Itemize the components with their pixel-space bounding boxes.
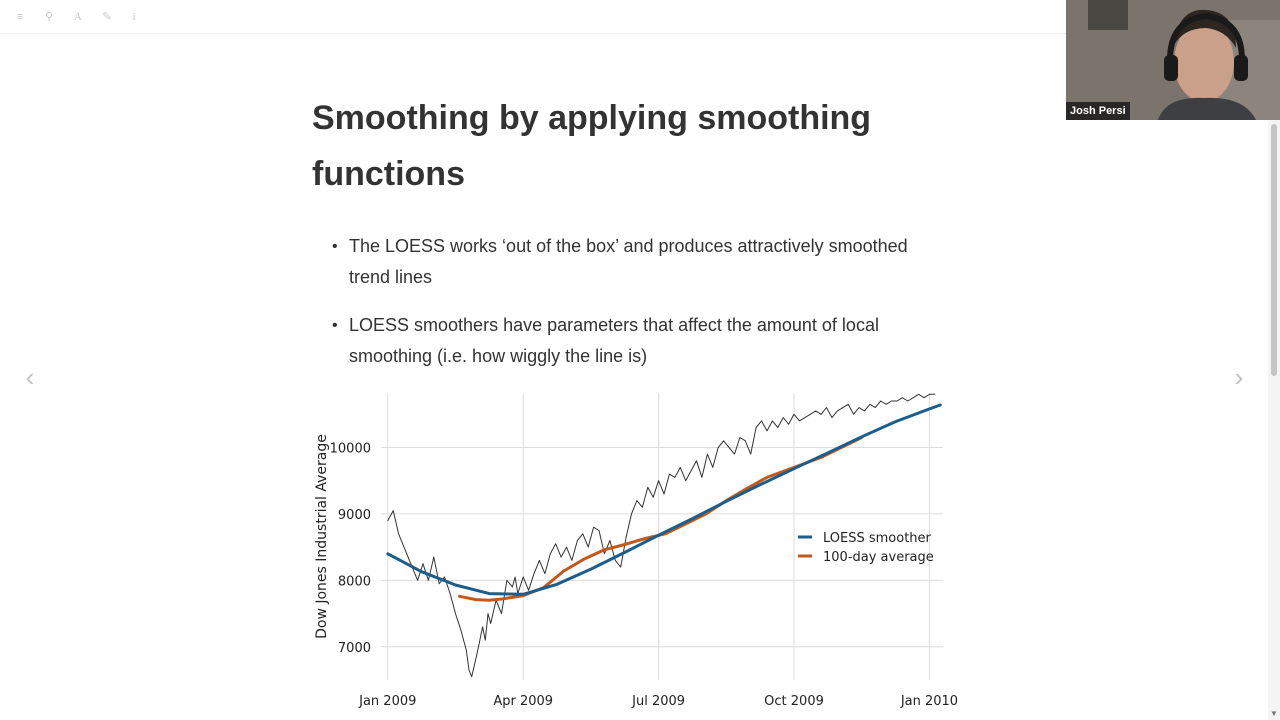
x-tick-label: Oct 2009 xyxy=(764,694,824,709)
legend-label: 100-day average xyxy=(823,550,934,565)
edit-icon[interactable]: ✎ xyxy=(102,11,112,23)
x-tick-label: Jan 2009 xyxy=(358,694,416,709)
participant-name: Josh Persi xyxy=(1066,102,1130,120)
loess-smoother-line xyxy=(386,403,942,596)
scroll-thumb[interactable] xyxy=(1271,124,1277,376)
bullet-list: The LOESS works ‘out of the box’ and pro… xyxy=(330,231,950,389)
info-icon[interactable]: i xyxy=(132,11,136,23)
x-tick-label: Jul 2009 xyxy=(631,694,685,709)
prev-slide-button[interactable]: ‹ xyxy=(25,362,35,392)
slide-toolbar: ≡ ⚲ A ✎ i xyxy=(0,0,1066,34)
y-tick-label: 8000 xyxy=(338,574,371,589)
y-tick-label: 10000 xyxy=(330,441,371,456)
dow-jones-chart: Jan 2009 Apr 2009 Jul 2009 Oct 2009 Jan 2010… xyxy=(314,393,958,709)
menu-icon[interactable]: ≡ xyxy=(16,11,24,23)
y-axis-label: Dow Jones Industrial Average xyxy=(314,434,330,639)
x-tick-label: Apr 2009 xyxy=(493,694,553,709)
font-icon[interactable]: A xyxy=(74,11,82,23)
bullet-item: LOESS smoothers have parameters that aff… xyxy=(330,310,950,372)
webcam-video: Josh Persi xyxy=(1066,0,1280,120)
search-icon[interactable]: ⚲ xyxy=(44,11,54,23)
scroll-down-icon[interactable]: ▼ xyxy=(1270,709,1278,718)
raw-index-line xyxy=(387,393,936,678)
webcam-feed-image xyxy=(1066,0,1280,120)
bullet-item: The LOESS works ‘out of the box’ and pro… xyxy=(330,231,950,293)
next-slide-button[interactable]: › xyxy=(1234,362,1244,392)
x-tick-label: Jan 2010 xyxy=(900,694,958,709)
scrollbar[interactable]: ▼ xyxy=(1268,120,1280,720)
legend-label: LOESS smoother xyxy=(823,531,932,546)
y-tick-label: 9000 xyxy=(338,508,371,523)
slide-title: Smoothing by applying smoothing function… xyxy=(312,99,872,193)
moving-average-line xyxy=(458,436,864,602)
y-tick-label: 7000 xyxy=(338,641,371,656)
